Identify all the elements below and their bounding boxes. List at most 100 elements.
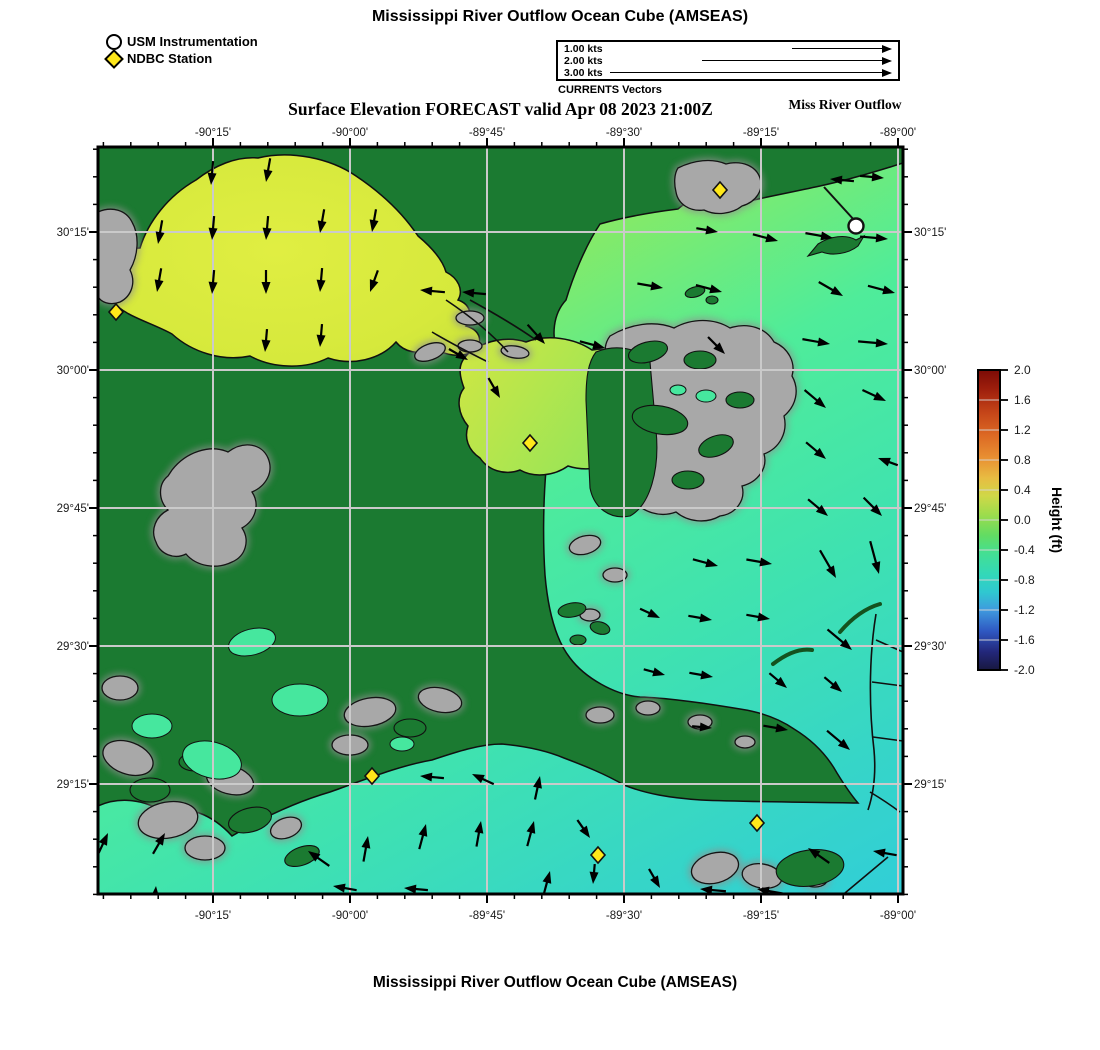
arrowhead-icon [882, 68, 892, 77]
current-vector-head [263, 169, 273, 182]
colorbar-tick-label: 0.0 [1014, 513, 1031, 527]
current-vector-head [871, 561, 881, 574]
current-vector-shaft [429, 289, 446, 294]
currents-scale-label: 2.00 kts [564, 54, 603, 67]
current-vector-head [700, 885, 713, 894]
page-title: Mississippi River Outflow Ocean Cube (AM… [371, 8, 749, 25]
current-vector-head [152, 886, 159, 894]
current-vector-shaft [372, 270, 379, 283]
colorbar: 2.0 1.6 1.2 0.8 0.4 0.0 -0.4 -0.8 -1.2 -1.6 -2.0 He… [977, 363, 1065, 677]
arrowhead-icon [882, 44, 892, 53]
currents-scale-legend: 1.00 kts 2.00 kts 3.00 kts [556, 40, 900, 81]
current-vector-shaft [319, 267, 324, 283]
current-vector-shaft [266, 158, 272, 173]
current-vector-head [404, 884, 417, 894]
current-vector-shaft [413, 887, 429, 892]
current-vector-head [472, 774, 485, 784]
lon-label-bottom: -90°15' [195, 910, 231, 922]
lon-label-top: -90°15' [195, 127, 231, 139]
colorbar-tick-label: 1.6 [1014, 393, 1031, 407]
current-vector-head [759, 557, 772, 567]
currents-scale-row: 3.00 kts [564, 67, 892, 79]
current-vector-shaft [264, 328, 269, 343]
current-vector-head [316, 279, 326, 292]
current-vector-head [875, 338, 888, 348]
current-vector-head [208, 281, 218, 294]
current-vector-shaft [882, 851, 897, 857]
current-vector-head [155, 231, 165, 244]
current-vector-head [542, 871, 552, 884]
lon-label-bottom: -89°15' [743, 910, 779, 922]
current-vector-head [333, 883, 346, 893]
current-vector-shaft [342, 886, 357, 892]
graticule-gridlines [98, 147, 903, 894]
barrier-island-arcs [771, 602, 882, 666]
legend-item-usm: USM Instrumentation [106, 33, 258, 50]
colorbar-tick-label: -1.6 [1014, 633, 1035, 647]
current-vector-head [155, 833, 165, 846]
forecast-subtitle: Surface Elevation FORECAST valid Apr 08 … [288, 99, 713, 119]
current-vector-head [837, 738, 850, 750]
current-vector-head [765, 233, 778, 243]
current-vector-shaft [210, 160, 215, 176]
current-vector-shaft [418, 833, 425, 850]
current-vector-head [308, 851, 321, 862]
lon-label-bottom: -89°45' [469, 910, 505, 922]
ndbc-station-marker [107, 302, 125, 322]
current-vector-shaft [487, 377, 496, 390]
currents-scale-row: 2.00 kts [564, 55, 892, 67]
lon-label-top: -89°00' [880, 127, 916, 139]
currents-scale-row: 1.00 kts [564, 43, 892, 55]
current-vector-shaft [858, 340, 879, 345]
current-vector-shaft [826, 729, 844, 745]
current-vector-head [875, 233, 888, 243]
current-vector-shaft [818, 281, 835, 292]
lat-label-right: 30°15' [914, 227, 946, 239]
current-vector-shaft [692, 558, 709, 565]
current-vector-head [830, 286, 843, 296]
current-vector-head [873, 848, 886, 858]
current-vector-head [878, 457, 891, 467]
current-vector-shaft [576, 819, 586, 831]
axis-tick-labels: -90°15' -90°15' -90°00' -90°00' -89°45' -89°4… [57, 127, 947, 922]
vector-scale-arrow [792, 44, 892, 53]
colorbar-axis-label: Height (ft) [1049, 487, 1065, 553]
current-vector-shaft [362, 845, 368, 862]
current-vector-head [650, 281, 663, 291]
ndbc-station-marker [748, 813, 766, 833]
colorbar-tick-label: 1.2 [1014, 423, 1031, 437]
lon-label-bottom: -89°00' [880, 910, 916, 922]
current-vector-head [650, 875, 660, 888]
colorbar-tick-label: 0.8 [1014, 453, 1031, 467]
region-label: Miss River Outflow [788, 97, 902, 112]
current-vector-head [870, 504, 882, 516]
current-vector-shaft [802, 338, 821, 344]
usm-circle-icon [106, 33, 122, 50]
channel-lines [431, 299, 903, 894]
current-vector-head [261, 282, 271, 294]
current-vector-shaft [859, 174, 875, 179]
current-vector-shaft [579, 340, 596, 347]
current-vector-head [817, 337, 830, 347]
lon-label-bottom: -89°30' [606, 910, 642, 922]
lat-label-left: 30°15' [57, 227, 89, 239]
current-vector-shaft [768, 672, 781, 683]
lat-label-left: 30°00' [57, 365, 89, 377]
currents-scale-label: 3.00 kts [564, 66, 603, 79]
current-vector-shaft [475, 830, 481, 847]
colorbar-tick-label: -0.8 [1014, 573, 1035, 587]
current-vector-shaft [533, 785, 539, 800]
marsh-water-ponds [131, 384, 717, 780]
currents-caption: CURRENTS Vectors [558, 84, 662, 96]
marker-legend: USM Instrumentation NDBC Station [104, 33, 258, 69]
colorbar-tick-label: -2.0 [1014, 663, 1035, 677]
current-vector-shaft [429, 775, 445, 780]
current-vector-head [830, 175, 843, 185]
current-vector-head [699, 722, 712, 732]
current-vector-head [882, 285, 895, 295]
current-vector-head [420, 286, 433, 296]
marsh-green-islets [129, 234, 866, 887]
colorbar-tick-label: -0.4 [1014, 543, 1035, 557]
lat-label-left: 29°45' [57, 503, 89, 515]
